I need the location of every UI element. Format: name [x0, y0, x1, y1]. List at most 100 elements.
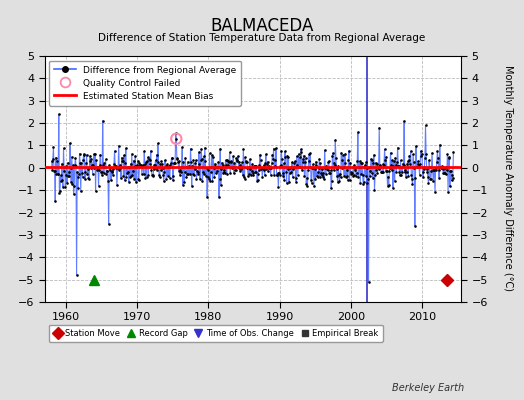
- Point: [431, 165, 440, 172]
- Point: [152, 164, 160, 171]
- Point: [145, 161, 154, 167]
- Point: [156, 174, 164, 180]
- Point: [82, 160, 90, 166]
- Point: [116, 162, 124, 168]
- Point: [161, 157, 169, 163]
- Point: [270, 172, 278, 178]
- Point: [63, 160, 72, 166]
- Point: [295, 164, 303, 170]
- Point: [399, 162, 408, 168]
- Point: [103, 168, 112, 174]
- Point: [99, 162, 107, 168]
- Point: [144, 172, 152, 178]
- Point: [179, 158, 188, 165]
- Point: [189, 170, 197, 177]
- Point: [411, 175, 420, 181]
- Point: [436, 164, 445, 171]
- Point: [274, 184, 282, 190]
- Point: [309, 165, 318, 171]
- Point: [412, 164, 421, 170]
- Point: [418, 169, 427, 176]
- Point: [323, 166, 332, 173]
- Point: [296, 154, 304, 160]
- Point: [100, 169, 108, 176]
- Point: [136, 162, 144, 168]
- Point: [441, 170, 449, 176]
- Point: [380, 146, 389, 152]
- Point: [231, 166, 239, 173]
- Point: [361, 162, 369, 169]
- Point: [379, 161, 387, 168]
- Point: [416, 160, 424, 167]
- Point: [278, 156, 286, 162]
- Point: [222, 162, 231, 168]
- Point: [53, 171, 62, 177]
- Point: [322, 163, 331, 169]
- Point: [422, 151, 430, 157]
- Point: [106, 167, 115, 173]
- Point: [126, 174, 134, 180]
- Point: [449, 149, 457, 155]
- Point: [292, 178, 300, 185]
- Point: [68, 154, 76, 160]
- Point: [227, 159, 236, 166]
- Point: [150, 162, 159, 168]
- Point: [403, 161, 411, 168]
- Point: [408, 180, 417, 187]
- Point: [71, 162, 79, 168]
- Point: [375, 166, 383, 172]
- Point: [266, 164, 274, 170]
- Point: [79, 156, 88, 163]
- Point: [430, 167, 439, 174]
- Point: [414, 160, 422, 167]
- Point: [97, 172, 106, 178]
- Point: [115, 166, 124, 173]
- Point: [217, 166, 225, 172]
- Point: [305, 164, 314, 170]
- Point: [58, 177, 67, 183]
- Point: [64, 168, 73, 175]
- Point: [238, 172, 247, 178]
- Point: [438, 165, 446, 171]
- Point: [300, 152, 308, 159]
- Point: [435, 142, 444, 148]
- Point: [283, 166, 292, 172]
- Point: [234, 153, 242, 159]
- Point: [152, 152, 161, 158]
- Point: [260, 172, 269, 178]
- Point: [313, 173, 321, 180]
- Point: [448, 172, 456, 178]
- Point: [328, 152, 336, 159]
- Point: [345, 177, 354, 184]
- Point: [52, 154, 60, 161]
- Point: [312, 159, 320, 165]
- Point: [291, 158, 299, 165]
- Point: [130, 176, 138, 182]
- Point: [372, 166, 380, 173]
- Point: [332, 155, 340, 161]
- Point: [366, 172, 374, 179]
- Point: [425, 164, 434, 170]
- Point: [255, 162, 264, 168]
- Point: [178, 164, 186, 170]
- Point: [250, 162, 259, 169]
- Point: [368, 175, 377, 181]
- Point: [349, 164, 357, 170]
- Point: [389, 184, 397, 191]
- Point: [321, 164, 330, 171]
- Point: [159, 172, 167, 178]
- Point: [268, 160, 276, 166]
- Point: [156, 160, 165, 167]
- Point: [367, 170, 376, 176]
- Point: [405, 152, 413, 159]
- Point: [144, 154, 152, 161]
- Point: [250, 162, 258, 169]
- Point: [374, 164, 382, 170]
- Point: [105, 162, 113, 169]
- Point: [173, 154, 181, 161]
- Point: [287, 169, 296, 175]
- Point: [70, 182, 79, 189]
- Point: [203, 174, 212, 180]
- Point: [168, 155, 176, 162]
- Point: [187, 146, 195, 152]
